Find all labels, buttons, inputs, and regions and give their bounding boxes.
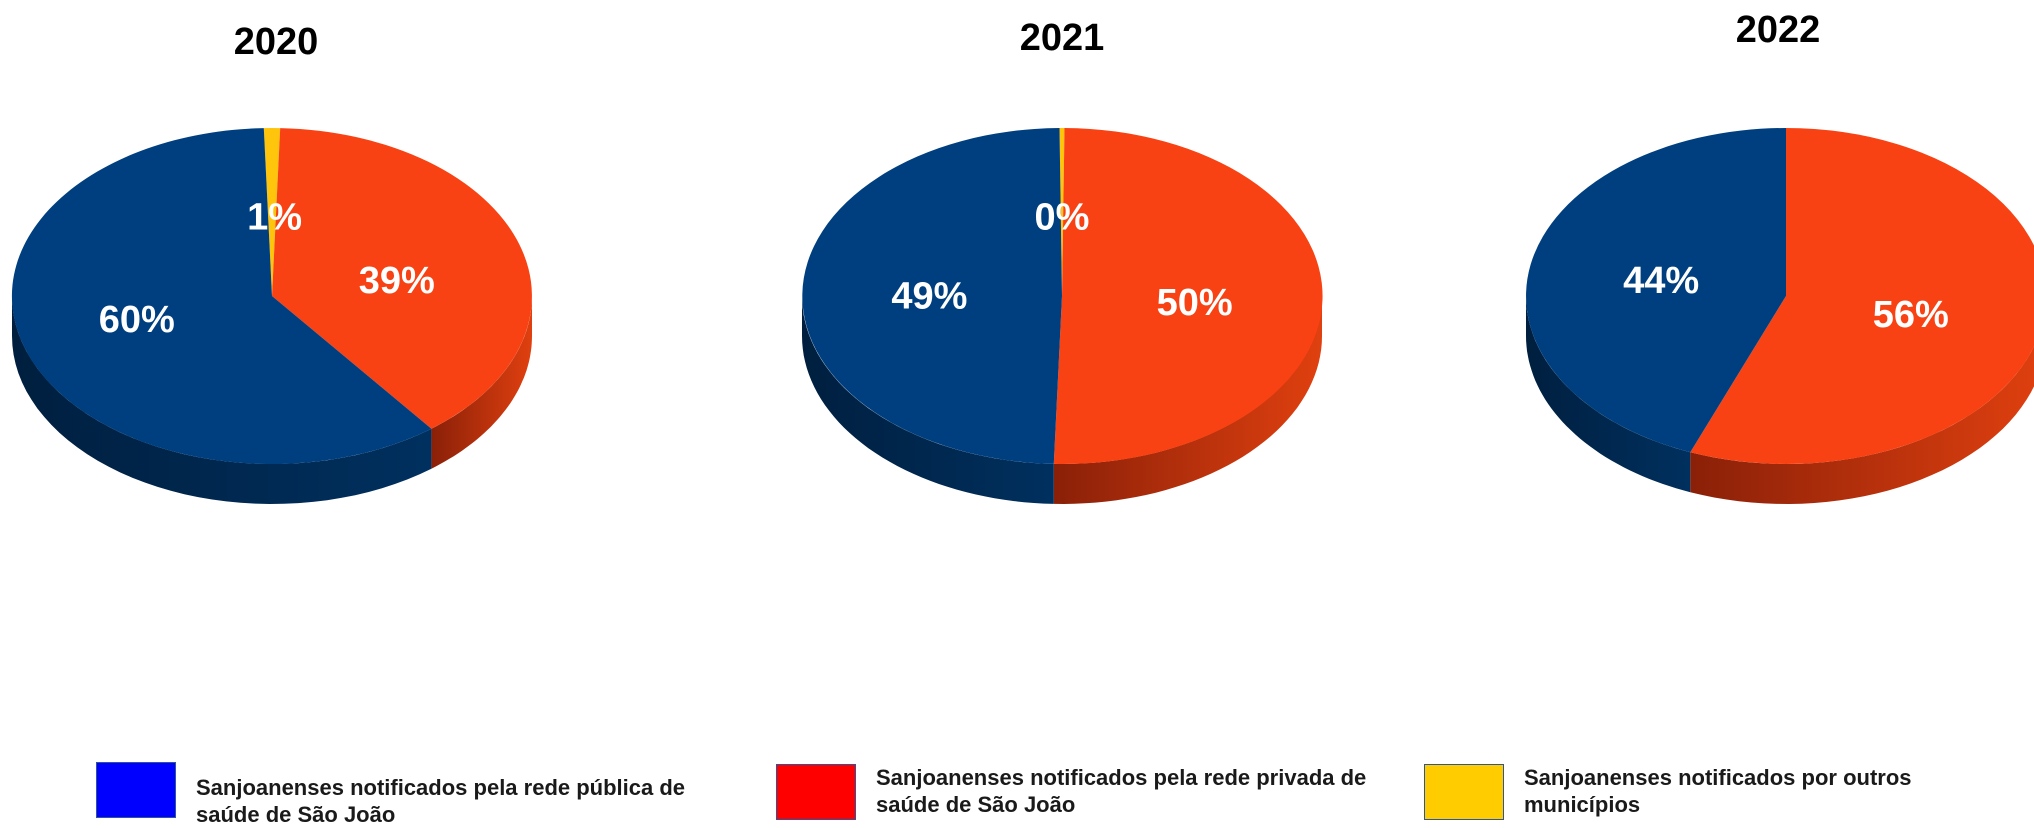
pie-slice-privada [1053, 128, 1323, 464]
pie-side-privada [1690, 346, 2034, 504]
legend-label-privada: Sanjoanenses notificados pela rede priva… [876, 765, 1367, 817]
legend-swatch-publica [96, 762, 176, 818]
pie-slice-publica [802, 128, 1062, 464]
legend-label-outros: Sanjoanenses notificados por outros muni… [1524, 765, 1912, 817]
pie-slice-privada [1690, 128, 2034, 464]
legend-swatch-outros [1424, 764, 1504, 820]
chart-title: 2021 [1020, 17, 1105, 59]
slice-label-privada: 39% [359, 260, 435, 302]
legend-label-publica: Sanjoanenses notificados pela rede públi… [196, 775, 686, 827]
slice-label-publica: 60% [99, 299, 175, 341]
pie-slice-privada [272, 128, 532, 429]
pie-side-privada [1053, 296, 1322, 504]
pie-side-publica [12, 296, 432, 504]
pie-slice-publica [1526, 128, 1786, 453]
pie-2020: 60% 39% 1% [11, 128, 532, 504]
slice-label-outros: 1% [247, 196, 302, 238]
slice-label-publica: 44% [1623, 260, 1699, 302]
pie-slice-outros [1059, 127, 1065, 296]
chart-title: 2020 [234, 21, 319, 63]
pie-slice-publica [11, 128, 432, 465]
legend-swatch-privada [776, 764, 856, 820]
legend-item-outros: Sanjoanenses notificados por outros muni… [1424, 764, 1944, 820]
slice-label-privada: 56% [1873, 294, 1949, 336]
pie-side-publica [1526, 296, 1691, 493]
pie-side-privada [431, 296, 532, 469]
pie-slice-outros [263, 128, 281, 296]
pie-2021: 49% 50% 0% [802, 127, 1323, 504]
legend-item-privada: Sanjoanenses notificados pela rede priva… [776, 764, 1396, 820]
slice-label-privada: 50% [1157, 282, 1233, 324]
pie-2022: 44% 56% [1526, 128, 2034, 504]
chart-title: 2022 [1736, 9, 1821, 51]
slice-label-publica: 49% [891, 275, 967, 317]
legend-item-publica: Sanjoanenses notificados pela rede públi… [96, 762, 696, 828]
pie-side-publica [802, 296, 1054, 504]
slice-label-outros: 0% [1035, 196, 1090, 238]
